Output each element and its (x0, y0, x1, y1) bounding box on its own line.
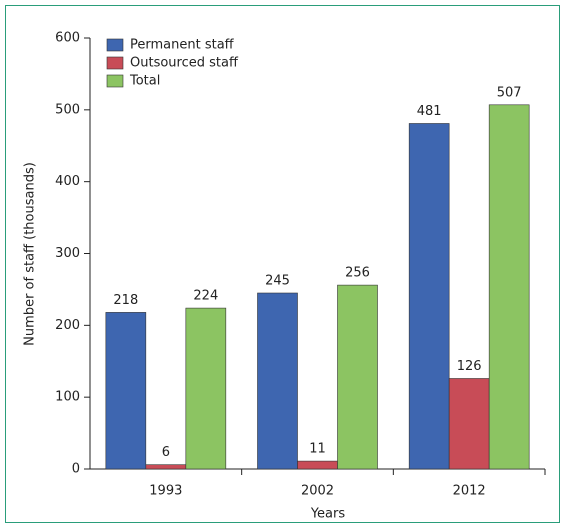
bar (297, 460, 338, 470)
x-tick-label: 1993 (149, 484, 182, 499)
legend-swatch (106, 56, 124, 70)
bar (145, 464, 187, 470)
x-tick-label: 2002 (301, 484, 334, 499)
x-tick-label: 2012 (453, 484, 486, 499)
legend-swatch (106, 74, 124, 88)
bar (337, 284, 378, 470)
value-label: 218 (113, 293, 138, 308)
y-tick-label: 100 (55, 390, 80, 405)
value-label: 11 (309, 442, 326, 457)
value-label: 126 (457, 359, 482, 374)
y-tick-label: 400 (55, 174, 80, 189)
x-axis-label: Years (310, 507, 346, 522)
y-axis-label: Number of staff (thousands) (23, 162, 38, 346)
legend-label: Total (129, 74, 160, 89)
y-tick-label: 300 (55, 246, 80, 261)
y-tick-label: 500 (55, 102, 80, 117)
value-label: 224 (193, 289, 218, 304)
y-tick-label: 200 (55, 318, 80, 333)
value-label: 507 (497, 85, 522, 100)
value-label: 256 (345, 266, 370, 281)
value-label: 6 (162, 445, 170, 460)
value-label: 481 (417, 104, 442, 119)
value-label: 245 (265, 274, 290, 289)
bar (448, 378, 490, 470)
y-tick-label: 600 (55, 31, 80, 46)
bar (257, 292, 298, 470)
bar (105, 312, 147, 470)
y-tick-label: 0 (72, 462, 80, 477)
legend-label: Permanent staff (130, 38, 235, 53)
bar (408, 123, 450, 470)
bar (488, 104, 530, 470)
legend-label: Outsourced staff (130, 56, 239, 71)
bar (185, 307, 227, 470)
frame (5, 5, 560, 523)
legend-swatch (106, 38, 124, 52)
